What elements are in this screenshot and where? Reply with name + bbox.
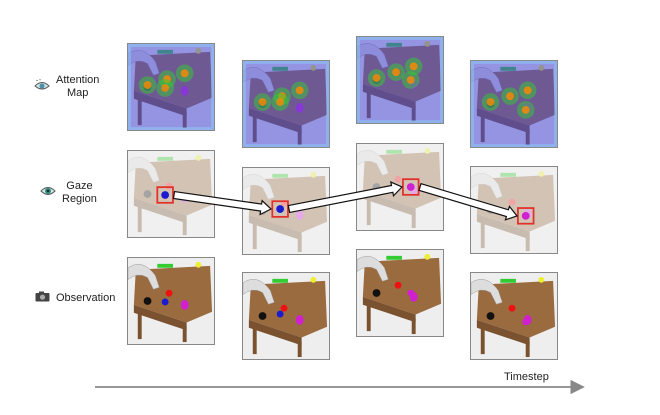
gaze-panel-t1 — [127, 150, 215, 238]
label-line: Observation — [56, 292, 116, 304]
attention-panel-t2 — [242, 60, 330, 148]
eye-sparkle-icon — [34, 79, 50, 95]
gaze-box — [402, 178, 420, 196]
attention-panel-t1 — [127, 43, 215, 131]
gaze-transition-arrow — [287, 181, 404, 214]
attention-panel-t4 — [470, 60, 558, 148]
label-line: Map — [67, 87, 89, 99]
label-line: Region — [62, 193, 97, 205]
camera-icon — [35, 291, 50, 306]
observation-panel-t1 — [127, 257, 215, 345]
gaze-box — [156, 186, 174, 204]
attention-panel-t3 — [356, 36, 444, 124]
observation-panel-t3 — [356, 249, 444, 337]
eye-icon — [40, 185, 56, 201]
observation-panel-t4 — [470, 272, 558, 360]
gaze-box — [517, 207, 535, 225]
gaze-transition-arrow — [418, 182, 519, 221]
observation-panel-t2 — [242, 272, 330, 360]
gaze-transition-arrow — [172, 190, 273, 216]
timestep-label: Timestep — [504, 371, 549, 383]
row-label-attention: Attention Map — [34, 74, 99, 100]
row-label-gaze: Gaze Region — [40, 180, 97, 206]
gaze-box — [271, 200, 289, 218]
row-label-observation: Observation — [35, 291, 115, 306]
label-line: Attention — [56, 74, 100, 86]
label-line: Gaze — [66, 180, 93, 192]
